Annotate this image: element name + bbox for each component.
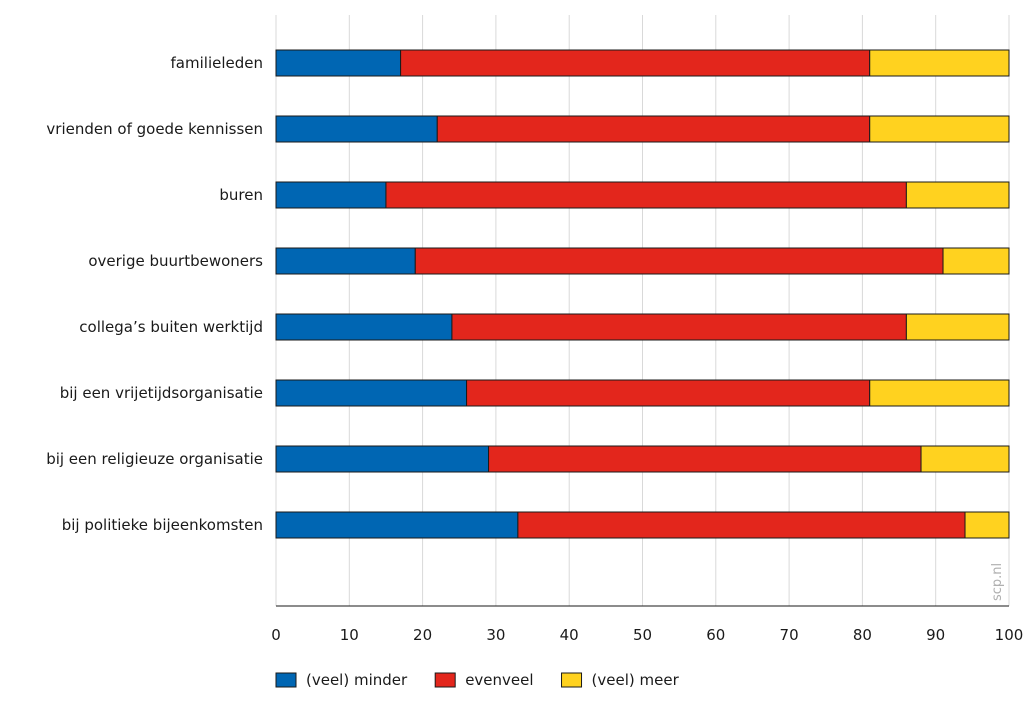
bar-segment xyxy=(275,49,402,77)
bars xyxy=(275,49,1010,539)
legend-swatch xyxy=(434,672,456,688)
category-label: bij politieke bijeenkomsten xyxy=(62,516,263,534)
bar-segment xyxy=(869,49,1010,77)
legend-label: (veel) minder xyxy=(306,671,408,689)
bar-segment xyxy=(466,379,871,407)
x-tick-label: 70 xyxy=(780,626,799,644)
bar-segment xyxy=(275,445,490,473)
bar-segment xyxy=(400,49,871,77)
bar-segment xyxy=(869,115,1010,143)
bar-segment xyxy=(488,445,922,473)
bar-segment xyxy=(905,181,1010,209)
x-tick-label: 10 xyxy=(340,626,359,644)
watermark: scp.nl xyxy=(990,563,1005,601)
bar-segment xyxy=(942,247,1010,275)
x-tick-label: 50 xyxy=(633,626,652,644)
x-tick-label: 100 xyxy=(995,626,1024,644)
x-tick-label: 20 xyxy=(413,626,432,644)
legend: (veel) minder evenveel (veel) meer xyxy=(275,671,680,689)
bar-segment xyxy=(275,379,468,407)
category-labels: familieleden vrienden of goede kennissen b… xyxy=(46,54,263,534)
category-label: bij een religieuze organisatie xyxy=(46,450,263,468)
category-label: overige buurtbewoners xyxy=(88,252,263,270)
legend-swatch xyxy=(561,672,583,688)
bar-segment xyxy=(451,313,907,341)
grid-lines xyxy=(275,15,1010,606)
bar-segment xyxy=(275,511,519,539)
bar-segment xyxy=(905,313,1010,341)
bar-segment xyxy=(275,115,438,143)
x-tick-label: 60 xyxy=(706,626,725,644)
bar-segment xyxy=(869,379,1010,407)
bar-segment xyxy=(414,247,944,275)
category-label: collega’s buiten werktijd xyxy=(79,318,263,336)
x-tick-label: 30 xyxy=(486,626,505,644)
bar-segment xyxy=(385,181,907,209)
legend-label: evenveel xyxy=(465,671,533,689)
category-label: buren xyxy=(219,186,263,204)
legend-label: (veel) meer xyxy=(592,671,680,689)
bar-segment xyxy=(920,445,1010,473)
bar-segment xyxy=(275,181,387,209)
bar-segment xyxy=(964,511,1010,539)
bar-segment xyxy=(275,247,416,275)
x-axis: 0 10 20 30 40 50 60 70 80 90 100 xyxy=(271,605,1024,644)
x-tick-label: 90 xyxy=(926,626,945,644)
bar-segment xyxy=(436,115,871,143)
bar-segment xyxy=(517,511,966,539)
x-tick-label: 80 xyxy=(853,626,872,644)
x-tick-label: 40 xyxy=(560,626,579,644)
bar-segment xyxy=(275,313,453,341)
x-tick-label: 0 xyxy=(271,626,281,644)
category-label: vrienden of goede kennissen xyxy=(46,120,263,138)
category-label: bij een vrijetijdsorganisatie xyxy=(60,384,263,402)
legend-swatch xyxy=(275,672,297,688)
category-label: familieleden xyxy=(171,54,263,72)
